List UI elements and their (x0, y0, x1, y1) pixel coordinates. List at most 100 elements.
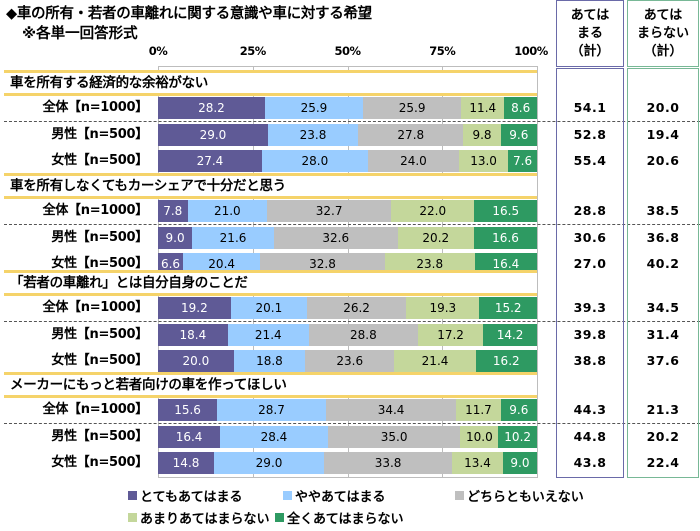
agree-total-value: 27.0 (573, 256, 607, 271)
disagree-total-value: 40.2 (646, 256, 680, 271)
bar-segment-1: 6.6 (158, 253, 183, 275)
bar-segment-2: 20.1 (230, 297, 307, 319)
bar-segment-5: 8.6 (504, 97, 537, 119)
row-divider (4, 423, 700, 424)
bar-segment-5: 9.6 (500, 124, 537, 146)
disagree-total-value: 36.8 (646, 230, 680, 245)
bar-segment-1: 15.6 (158, 399, 218, 421)
bar-segment-1: 16.4 (158, 426, 221, 448)
bar-segment-2: 23.8 (267, 124, 359, 146)
bar-segment-1: 28.2 (158, 97, 265, 119)
bar-segment-5: 16.2 (475, 350, 537, 372)
question-label: メーカーにもっと若者向けの車を作ってほしい (10, 377, 287, 393)
header-line: まらない (636, 25, 689, 41)
bar-segment-1: 9.0 (158, 227, 193, 249)
legend-swatch (283, 491, 292, 500)
x-tick-label: 0% (148, 44, 168, 58)
disagree-total-value: 21.3 (646, 402, 680, 417)
agree-total-value: 55.4 (573, 153, 607, 168)
legend-label: あまりあてはまらない (140, 512, 270, 527)
bar-segment-1: 14.8 (158, 452, 215, 474)
bar-segment-3: 26.2 (306, 297, 407, 319)
question-label: 車を所有しなくてもカーシェアで十分だと思う (10, 178, 286, 194)
bar-segment-4: 11.7 (456, 399, 501, 421)
question-band (4, 270, 537, 296)
agree-total-value: 43.8 (573, 455, 607, 470)
bar-segment-3: 32.6 (273, 227, 398, 249)
row-label: 男性【n=500】 (51, 429, 148, 444)
legend-item: あまりあてはまらない (128, 508, 269, 527)
chart-title: ◆車の所有・若者の車離れに関する意識や車に対する希望 (6, 6, 372, 22)
bar-segment-2: 21.0 (187, 200, 268, 222)
bar-segment-3: 24.0 (367, 150, 459, 172)
question-band (4, 372, 537, 398)
bar-segment-3: 34.4 (325, 399, 457, 421)
x-tick-label: 75% (429, 44, 456, 58)
agree-total-value: 39.3 (573, 300, 607, 315)
bar-segment-1: 20.0 (158, 350, 234, 372)
bar-segment-4: 17.2 (417, 324, 484, 346)
agree-total-value: 44.8 (573, 429, 607, 444)
header-line: あては (570, 7, 610, 23)
x-tick-label: 50% (334, 44, 361, 58)
header-line: （計） (570, 43, 610, 59)
bar-segment-4: 10.0 (460, 426, 499, 448)
header-line: （計） (643, 43, 683, 59)
plot-bottom-border (158, 477, 538, 478)
row-label: 男性【n=500】 (51, 327, 148, 342)
row-divider (4, 121, 700, 122)
bar-segment-5: 16.4 (474, 253, 537, 275)
agree-total-value: 38.8 (573, 353, 607, 368)
chart-subtitle: ※各単一回答形式 (22, 26, 138, 42)
bar-segment-1: 7.8 (158, 200, 188, 222)
bar-segment-2: 21.6 (192, 227, 274, 249)
row-label: 女性【n=500】 (51, 455, 148, 470)
disagree-total-value: 31.4 (646, 327, 680, 342)
header-line: あては (643, 7, 683, 23)
bar-segment-4: 21.4 (394, 350, 476, 372)
row-label: 全体【n=1000】 (42, 203, 149, 218)
x-axis-line (158, 66, 538, 67)
bar-segment-5: 9.0 (502, 452, 537, 474)
bar-segment-4: 20.2 (397, 227, 475, 249)
bar-segment-1: 27.4 (158, 150, 262, 172)
legend-swatch (455, 491, 464, 500)
bar-segment-1: 29.0 (158, 124, 268, 146)
bar-segment-3: 28.8 (308, 324, 418, 346)
legend-label: ややあてはまる (295, 490, 386, 505)
plot-right-border (537, 66, 538, 478)
question-band (4, 173, 537, 199)
legend-swatch (275, 513, 284, 522)
disagree-total-value: 34.5 (646, 300, 680, 315)
bar-segment-5: 10.2 (498, 426, 537, 448)
bar-segment-4: 23.8 (384, 253, 475, 275)
bar-segment-2: 20.4 (183, 253, 261, 275)
bar-segment-4: 22.0 (391, 200, 475, 222)
agree-total-value: 39.8 (573, 327, 607, 342)
bar-segment-4: 9.8 (463, 124, 501, 146)
disagree-total-value: 19.4 (646, 127, 680, 142)
row-label: 全体【n=1000】 (42, 402, 149, 417)
bar-segment-3: 35.0 (327, 426, 461, 448)
legend-item: とてもあてはまる (128, 486, 242, 505)
bar-segment-1: 19.2 (158, 297, 231, 319)
row-label: 女性【n=500】 (51, 353, 148, 368)
bar-segment-3: 23.6 (305, 350, 395, 372)
legend-swatch (128, 491, 137, 500)
bar-segment-3: 33.8 (324, 452, 453, 474)
bar-segment-5: 16.5 (474, 200, 537, 222)
disagree-total-value: 20.0 (646, 100, 680, 115)
agree-total-value: 30.6 (573, 230, 607, 245)
bar-segment-3: 32.7 (267, 200, 392, 222)
bar-segment-2: 28.4 (220, 426, 328, 448)
question-band (4, 70, 537, 96)
bar-segment-2: 28.7 (217, 399, 326, 421)
header-line: まる (576, 25, 603, 41)
disagree-total-value: 38.5 (646, 203, 680, 218)
question-label: 車を所有する経済的な余裕がない (10, 75, 208, 91)
legend-item: ややあてはまる (283, 486, 385, 505)
bar-segment-2: 25.9 (264, 97, 364, 119)
agree-total-column (556, 68, 624, 478)
bar-segment-2: 21.4 (227, 324, 309, 346)
x-tick-label: 25% (239, 44, 267, 58)
